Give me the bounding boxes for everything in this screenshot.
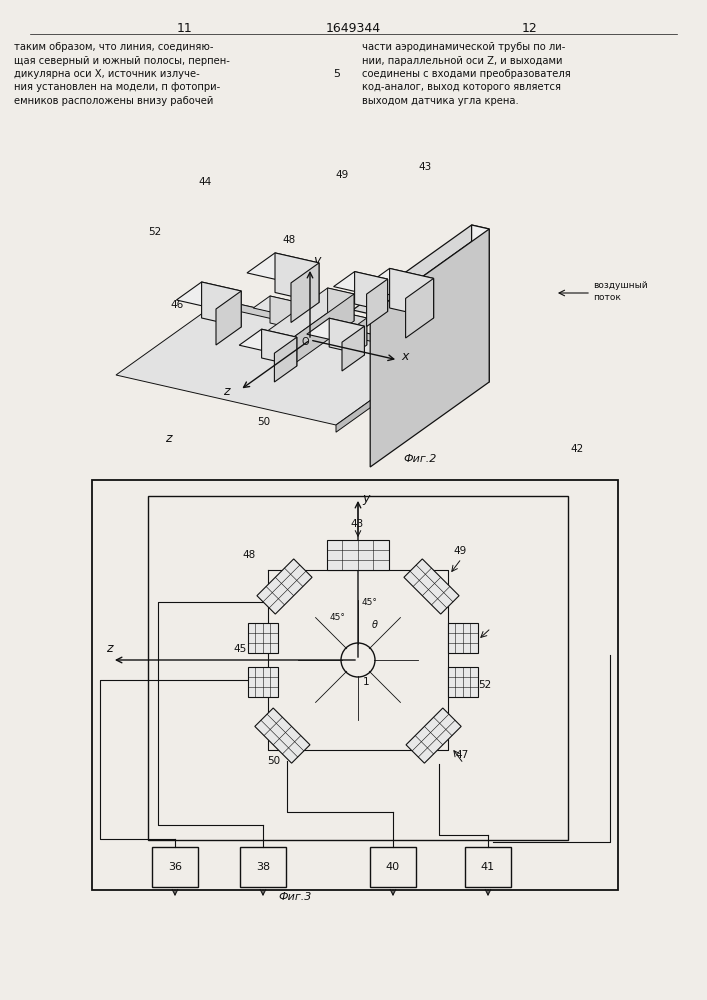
Text: O: O — [302, 337, 310, 347]
Text: 48: 48 — [282, 235, 296, 245]
Bar — [370, 847, 416, 887]
Text: 11: 11 — [177, 22, 193, 35]
Polygon shape — [221, 300, 441, 357]
Polygon shape — [327, 288, 354, 321]
Bar — [465, 847, 511, 887]
Text: щая северный и южный полосы, перпен-: щая северный и южный полосы, перпен- — [14, 55, 230, 66]
Text: поток: поток — [593, 293, 621, 302]
Text: 50: 50 — [257, 417, 270, 427]
Text: 41: 41 — [481, 862, 495, 872]
Bar — [448, 667, 478, 697]
Polygon shape — [262, 329, 297, 366]
Polygon shape — [253, 296, 367, 330]
Text: 49: 49 — [335, 170, 349, 180]
Text: 52: 52 — [478, 680, 491, 690]
Text: 43: 43 — [418, 162, 431, 172]
Polygon shape — [406, 278, 433, 338]
Text: воздушный: воздушный — [593, 281, 648, 290]
Text: Фиг.3: Фиг.3 — [279, 892, 312, 902]
Polygon shape — [355, 272, 387, 312]
Bar — [248, 667, 278, 697]
Text: дикулярна оси Х, источник излуче-: дикулярна оси Х, источник излуче- — [14, 69, 200, 79]
Bar — [404, 559, 459, 614]
Bar — [240, 847, 286, 887]
Text: код-аналог, выход которого является: код-аналог, выход которого является — [362, 83, 561, 93]
Text: z: z — [165, 432, 172, 445]
Text: емников расположены внизу рабочей: емников расположены внизу рабочей — [14, 96, 214, 106]
Polygon shape — [367, 279, 387, 326]
Polygon shape — [293, 294, 354, 365]
Bar — [248, 623, 278, 653]
Text: z: z — [106, 642, 112, 655]
Text: 50: 50 — [267, 756, 281, 766]
Polygon shape — [329, 318, 364, 355]
Polygon shape — [270, 296, 367, 345]
Text: 38: 38 — [256, 862, 270, 872]
Polygon shape — [177, 282, 241, 309]
Text: 42: 42 — [570, 444, 583, 454]
Polygon shape — [216, 291, 241, 345]
Text: выходом датчика угла крена.: выходом датчика угла крена. — [362, 96, 519, 106]
Text: z: z — [223, 385, 230, 398]
Text: 1649344: 1649344 — [325, 22, 380, 35]
Text: 45: 45 — [408, 320, 421, 330]
Polygon shape — [201, 282, 241, 327]
Text: ния установлен на модели, п фотопри-: ния установлен на модели, п фотопри- — [14, 83, 221, 93]
Text: 47: 47 — [455, 750, 469, 760]
Polygon shape — [307, 318, 364, 342]
Polygon shape — [342, 326, 364, 371]
Text: 36: 36 — [168, 862, 182, 872]
Text: 44: 44 — [198, 177, 211, 187]
Text: 46: 46 — [170, 300, 183, 310]
Bar — [257, 559, 312, 614]
Polygon shape — [116, 300, 441, 425]
Bar — [406, 708, 461, 763]
Text: y: y — [362, 492, 369, 505]
Text: 48: 48 — [243, 550, 256, 560]
Text: нии, параллельной оси Z, и выходами: нии, параллельной оси Z, и выходами — [362, 55, 563, 66]
Bar — [152, 847, 198, 887]
Polygon shape — [334, 272, 387, 294]
Text: 5: 5 — [334, 69, 341, 79]
Polygon shape — [274, 337, 297, 382]
Text: таким образом, что линия, соединяю-: таким образом, что линия, соединяю- — [14, 42, 214, 52]
Text: θ: θ — [372, 620, 378, 630]
Bar — [327, 540, 389, 570]
Text: Фиг.2: Фиг.2 — [403, 454, 437, 464]
Text: 43: 43 — [350, 519, 363, 529]
Polygon shape — [370, 229, 489, 467]
Polygon shape — [390, 268, 433, 318]
Bar — [255, 708, 310, 763]
Text: 45°: 45° — [330, 613, 346, 622]
Polygon shape — [275, 253, 319, 302]
Text: 40: 40 — [386, 862, 400, 872]
Text: 12: 12 — [522, 22, 538, 35]
Polygon shape — [266, 288, 354, 338]
Text: 45°: 45° — [362, 598, 378, 607]
Polygon shape — [247, 253, 319, 283]
Text: 52: 52 — [148, 227, 161, 237]
Text: 49: 49 — [453, 546, 467, 556]
Bar — [92, 480, 618, 890]
Polygon shape — [353, 225, 489, 314]
Text: части аэродинамической трубы по ли-: части аэродинамической трубы по ли- — [362, 42, 566, 52]
Polygon shape — [291, 263, 319, 322]
Bar — [148, 496, 568, 840]
Bar — [448, 623, 478, 653]
Text: 45: 45 — [233, 644, 246, 654]
Polygon shape — [336, 350, 441, 432]
Text: x: x — [401, 350, 409, 363]
Text: 1: 1 — [363, 677, 370, 687]
Polygon shape — [472, 225, 489, 382]
Polygon shape — [239, 329, 297, 353]
Text: соединены с входами преобразователя: соединены с входами преобразователя — [362, 69, 571, 79]
Text: y: y — [313, 254, 320, 267]
Polygon shape — [350, 318, 367, 357]
Polygon shape — [361, 268, 433, 298]
